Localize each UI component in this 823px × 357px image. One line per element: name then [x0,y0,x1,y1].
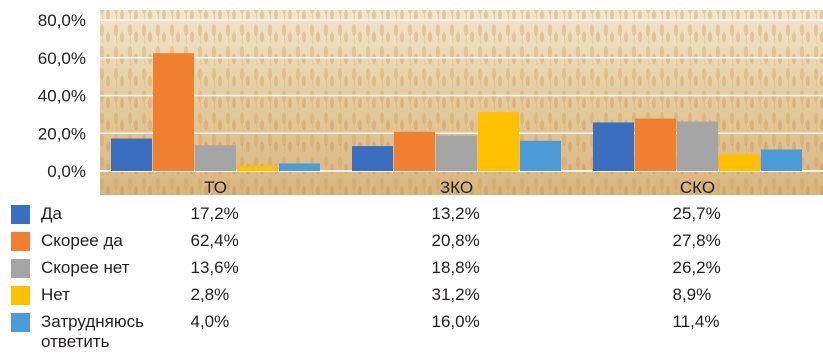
bar [111,138,152,171]
legend-swatch [11,259,30,278]
x-category-label: СКО [680,178,715,197]
y-tick-label: 40,0% [38,87,86,106]
data-label: 20,8% [431,231,480,250]
y-tick-label: 60,0% [38,49,86,68]
data-label: 18,8% [431,258,480,277]
bar [394,131,435,171]
x-category-label: ЗКО [440,178,473,197]
legend-label: Нет [41,285,70,304]
table-row: Нет 2,8% 31,2% 8,9% [0,283,823,309]
data-label: 8,9% [672,285,712,304]
data-label: 13,2% [431,204,480,223]
bar-chart: 0,0% 20,0% 40,0% 60,0% 80,0% ТО ЗКО СКО [38,10,823,197]
data-label: 26,2% [672,258,721,277]
legend-label: Да [41,204,62,223]
table-row: Скорее да 62,4% 20,8% 27,8% [0,229,823,255]
bar [279,163,320,171]
data-label: 17,2% [190,204,239,223]
table-row: Да 17,2% 13,2% 25,7% [0,202,823,228]
data-label: 11,4% [672,312,720,331]
bar [520,140,561,171]
legend-swatch [11,286,30,305]
table-row: Скорее нет 13,6% 18,8% 26,2% [0,256,823,282]
data-label: 25,7% [672,204,721,223]
bar [153,53,194,171]
legend-swatch [11,205,30,224]
data-label: 31,2% [431,285,480,304]
y-tick-label: 0,0% [47,162,86,181]
bar [237,165,278,171]
legend-label: Скорее да [41,231,123,250]
data-label: 27,8% [672,231,721,250]
x-category-label: ТО [204,178,227,197]
table-row: Затрудняюсь ответить 4,0% 16,0% 11,4% [0,310,823,351]
data-label: 16,0% [431,312,480,331]
legend-swatch [11,313,30,332]
legend-label: Скорее нет [41,258,130,277]
data-label: 2,8% [190,285,230,304]
legend-label: Затрудняюсь ответить [41,312,144,351]
bar [352,146,393,171]
bar [761,149,802,171]
bar [593,122,634,171]
data-label: 62,4% [190,231,239,250]
y-tick-label: 20,0% [38,124,86,143]
legend-swatch [11,232,30,251]
bar [195,145,236,171]
bar [635,118,676,171]
y-tick-label: 80,0% [38,11,86,30]
bar [478,112,519,171]
bar [436,135,477,171]
data-label: 4,0% [190,312,230,331]
data-label: 13,6% [190,258,239,277]
bar [719,154,760,171]
bar [677,121,718,171]
